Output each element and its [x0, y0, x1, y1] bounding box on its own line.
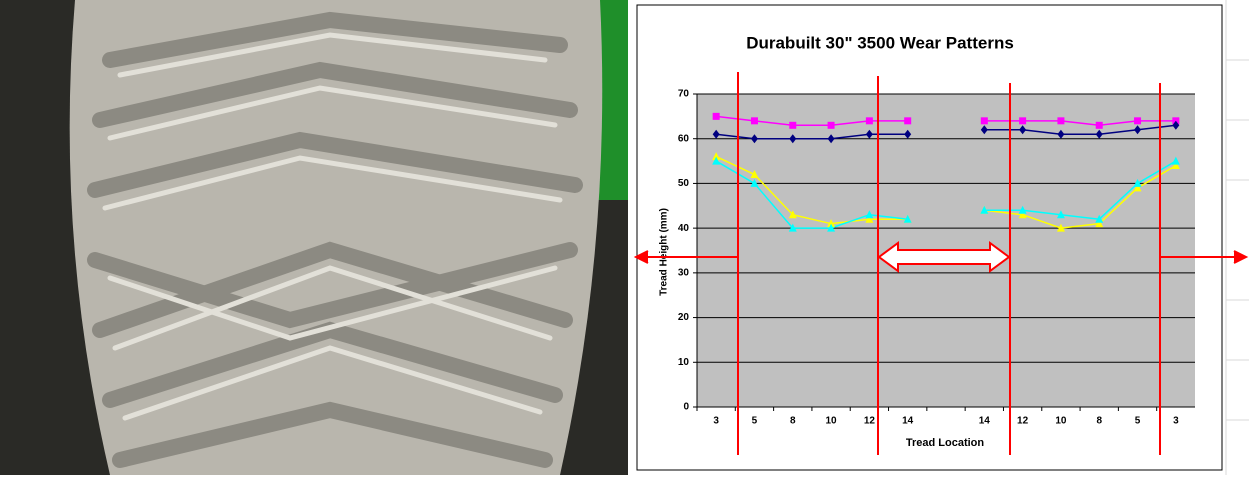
point — [1134, 117, 1142, 125]
point — [1095, 219, 1104, 228]
point — [712, 152, 721, 161]
tire-photo — [0, 0, 628, 475]
point — [789, 134, 797, 144]
point — [1134, 125, 1142, 135]
point — [1172, 120, 1180, 130]
point — [904, 129, 912, 139]
x-tick-label: 10 — [826, 416, 838, 427]
point — [980, 125, 988, 135]
point — [827, 219, 836, 228]
point — [788, 223, 797, 232]
point — [750, 134, 758, 144]
y-tick-label: 10 — [678, 357, 690, 368]
point — [712, 156, 721, 165]
sheet-grid — [1225, 0, 1249, 475]
x-tick-label: 12 — [864, 416, 876, 427]
series-line — [715, 155, 1177, 229]
point — [788, 210, 797, 219]
x-tick-label: 14 — [979, 416, 991, 427]
point — [980, 117, 988, 125]
point — [1133, 178, 1142, 187]
point — [1019, 117, 1027, 125]
point — [827, 134, 835, 144]
point — [1057, 117, 1065, 125]
y-tick-label: 20 — [678, 312, 690, 323]
y-axis-label: Tread Height (mm) — [659, 208, 670, 296]
point — [1095, 129, 1103, 139]
y-tick-label: 50 — [678, 178, 690, 189]
x-tick-label: 3 — [713, 416, 719, 427]
point — [980, 205, 989, 214]
point — [827, 121, 835, 129]
series-line — [716, 115, 1176, 127]
point — [865, 210, 874, 219]
chart-title: Durabuilt 30" 3500 Wear Patterns — [746, 33, 1014, 52]
annotations — [633, 72, 1249, 455]
x-tick-label: 3 — [1173, 416, 1179, 427]
point — [1018, 205, 1027, 214]
point — [789, 121, 797, 129]
x-tick-label: 10 — [1055, 416, 1067, 427]
point — [903, 214, 912, 223]
point — [750, 169, 759, 178]
y-tick-label: 0 — [683, 402, 689, 413]
point — [1056, 210, 1065, 219]
point — [712, 129, 720, 139]
x-tick-label: 5 — [1135, 416, 1141, 427]
point — [1095, 121, 1103, 129]
x-tick-label: 8 — [1096, 416, 1102, 427]
point — [865, 214, 874, 223]
point — [1171, 161, 1180, 170]
x-tick-label: 12 — [1017, 416, 1029, 427]
point — [1056, 223, 1065, 232]
point — [1019, 125, 1027, 135]
point — [904, 117, 912, 125]
point — [712, 112, 720, 120]
y-tick-label: 40 — [678, 223, 690, 234]
series-line — [716, 124, 1176, 140]
point — [1057, 129, 1065, 139]
point — [865, 129, 873, 139]
point — [750, 117, 758, 125]
point — [750, 178, 759, 187]
point — [827, 223, 836, 232]
x-tick-label: 5 — [752, 416, 758, 427]
series-line — [715, 160, 1177, 229]
y-tick-label: 60 — [678, 133, 690, 144]
x-tick-label: 14 — [902, 416, 914, 427]
y-tick-label: 70 — [678, 89, 690, 100]
point — [1018, 210, 1027, 219]
point — [1133, 183, 1142, 192]
point — [1171, 156, 1180, 165]
x-tick-label: 8 — [790, 416, 796, 427]
point — [865, 117, 873, 125]
point — [1095, 214, 1104, 223]
y-tick-label: 30 — [678, 267, 690, 278]
x-axis-label: Tread Location — [906, 437, 985, 449]
